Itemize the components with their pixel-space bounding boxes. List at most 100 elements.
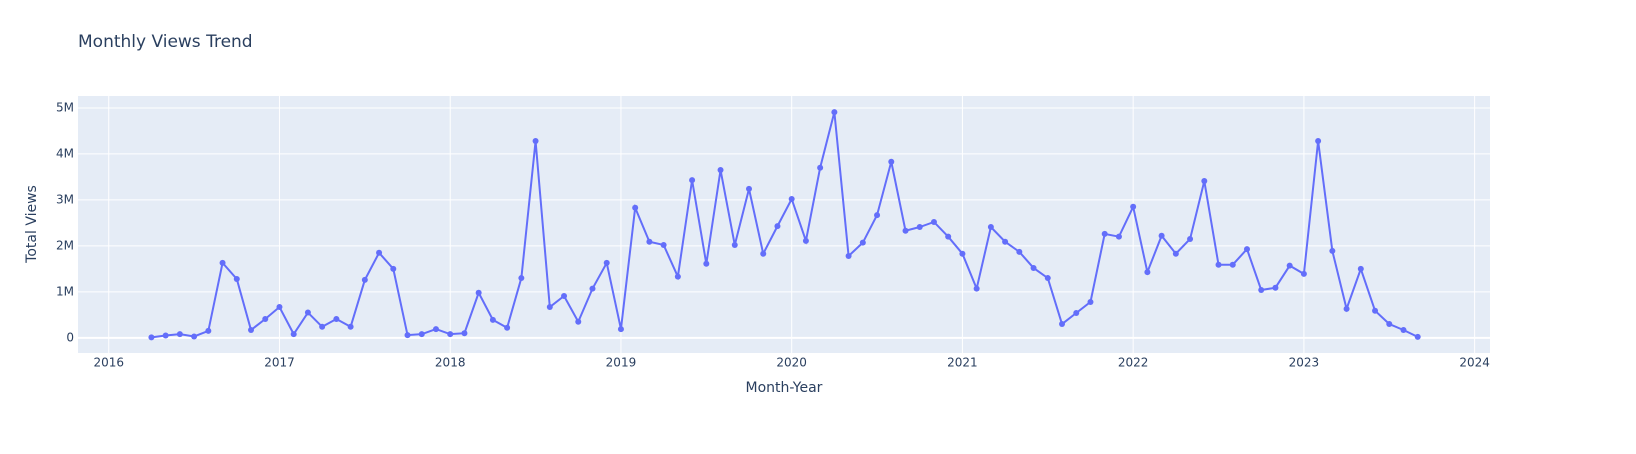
data-point [1400, 327, 1407, 334]
data-point [646, 238, 653, 245]
data-point [532, 138, 539, 145]
y-tick-label: 5M [56, 100, 74, 114]
data-point [1286, 262, 1293, 269]
series-line [151, 111, 1419, 339]
data-point [1343, 305, 1350, 312]
data-point [248, 327, 255, 334]
data-point [760, 250, 767, 257]
data-point [1073, 310, 1080, 317]
data-point [205, 327, 212, 334]
data-point [148, 334, 155, 341]
data-point [361, 276, 368, 283]
data-point [1315, 138, 1322, 145]
data-point [504, 324, 511, 331]
data-point [987, 224, 994, 231]
data-point [1329, 247, 1336, 254]
x-tick-label: 2019 [606, 356, 637, 370]
data-point [731, 241, 738, 248]
data-point [404, 332, 411, 339]
data-point [831, 109, 838, 116]
data-point [418, 331, 425, 338]
data-point [276, 304, 283, 311]
data-point [447, 331, 454, 338]
data-point [1258, 287, 1265, 294]
data-point [1414, 333, 1421, 340]
data-point [717, 167, 724, 174]
y-tick-label: 4M [56, 146, 74, 160]
x-tick-label: 2023 [1289, 356, 1320, 370]
chart-title: Monthly Views Trend [78, 32, 253, 52]
data-point [930, 218, 937, 225]
data-point [774, 223, 781, 230]
data-point [916, 224, 923, 231]
data-point [1115, 233, 1122, 240]
data-point [347, 323, 354, 330]
data-point [1243, 246, 1250, 253]
data-point [432, 326, 439, 333]
data-point [1201, 178, 1208, 185]
x-tick-label: 2022 [1118, 356, 1149, 370]
data-point [1044, 275, 1051, 282]
x-tick-label: 2024 [1459, 356, 1490, 370]
data-point [233, 275, 240, 282]
data-point [304, 309, 311, 316]
data-point [376, 249, 383, 256]
data-point [945, 233, 952, 240]
data-point [973, 285, 980, 292]
data-point [1357, 265, 1364, 272]
data-point [489, 316, 496, 323]
data-point [1030, 264, 1037, 271]
data-point [561, 292, 568, 299]
data-point [817, 164, 824, 171]
x-axis-label: Month-Year [746, 380, 823, 396]
data-point [959, 250, 966, 257]
x-tick-label: 2018 [435, 356, 466, 370]
data-point [1087, 298, 1094, 305]
data-point [703, 260, 710, 267]
data-point [191, 333, 198, 340]
plot-area [78, 96, 1490, 353]
data-point [689, 177, 696, 184]
data-point [1144, 269, 1151, 276]
data-point [788, 195, 795, 202]
data-point [1372, 307, 1379, 314]
data-point [262, 315, 269, 322]
data-point [390, 265, 397, 272]
x-tick-label: 2017 [264, 356, 295, 370]
data-point [162, 332, 169, 339]
data-point [290, 331, 297, 338]
data-point [461, 330, 468, 337]
y-axis-label: Total Views [24, 185, 40, 264]
data-point [1158, 232, 1165, 239]
y-tick-label: 2M [56, 238, 74, 252]
x-tick-label: 2020 [776, 356, 807, 370]
data-point [845, 252, 852, 259]
data-point [745, 185, 752, 192]
data-point [1386, 321, 1393, 328]
data-point [176, 331, 183, 338]
data-point [1229, 261, 1236, 268]
data-point [589, 285, 596, 292]
data-point [1300, 270, 1307, 277]
data-point [1215, 261, 1222, 268]
data-point [603, 259, 610, 266]
data-point [1101, 230, 1108, 237]
data-point [632, 204, 639, 211]
data-point [1059, 321, 1066, 328]
y-tick-label: 1M [56, 284, 74, 298]
data-point [888, 158, 895, 165]
x-tick-label: 2021 [947, 356, 978, 370]
data-point [1187, 235, 1194, 242]
y-tick-label: 3M [56, 192, 74, 206]
data-point [660, 241, 667, 248]
data-point [859, 239, 866, 246]
data-point [1002, 238, 1009, 245]
data-point [219, 259, 226, 266]
data-point [575, 318, 582, 325]
data-point [1130, 203, 1137, 210]
data-point [902, 227, 909, 234]
data-point [874, 212, 881, 219]
data-point [475, 289, 482, 296]
data-point [1172, 250, 1179, 257]
